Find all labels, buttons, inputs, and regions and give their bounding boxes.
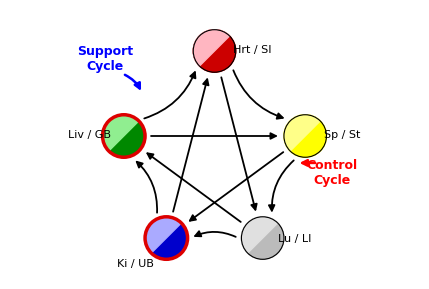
Circle shape xyxy=(145,217,187,259)
Text: Sp / St: Sp / St xyxy=(323,129,360,140)
Text: Ki / UB: Ki / UB xyxy=(117,259,154,269)
Circle shape xyxy=(284,115,326,157)
Text: Hrt / SI: Hrt / SI xyxy=(233,45,272,55)
Text: Liv / GB: Liv / GB xyxy=(68,129,111,140)
Circle shape xyxy=(242,217,284,259)
Polygon shape xyxy=(145,217,181,253)
Polygon shape xyxy=(103,115,139,151)
Circle shape xyxy=(193,30,236,72)
Text: Support
Cycle: Support Cycle xyxy=(77,45,133,73)
Text: Lu / LI: Lu / LI xyxy=(278,234,311,244)
Circle shape xyxy=(103,115,145,157)
Polygon shape xyxy=(193,30,230,66)
Polygon shape xyxy=(284,115,320,151)
Polygon shape xyxy=(242,217,278,253)
Text: Control
Cycle: Control Cycle xyxy=(307,159,358,187)
